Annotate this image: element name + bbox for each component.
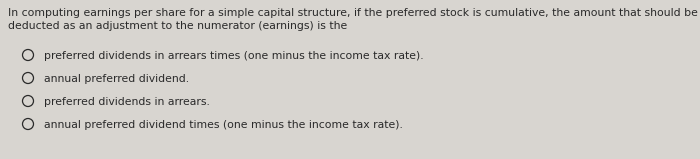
Text: deducted as an adjustment to the numerator (earnings) is the: deducted as an adjustment to the numerat… <box>8 21 347 31</box>
Text: In computing earnings per share for a simple capital structure, if the preferred: In computing earnings per share for a si… <box>8 8 698 18</box>
Text: annual preferred dividend.: annual preferred dividend. <box>44 74 189 84</box>
Text: annual preferred dividend times (one minus the income tax rate).: annual preferred dividend times (one min… <box>44 120 403 130</box>
Text: preferred dividends in arrears times (one minus the income tax rate).: preferred dividends in arrears times (on… <box>44 51 424 61</box>
Text: preferred dividends in arrears.: preferred dividends in arrears. <box>44 97 210 107</box>
